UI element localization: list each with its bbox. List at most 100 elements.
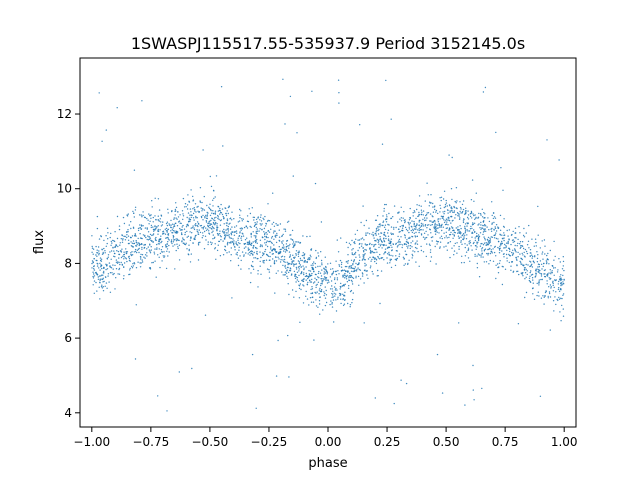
data-point xyxy=(219,230,221,232)
data-point xyxy=(518,226,520,228)
data-point xyxy=(117,250,120,253)
data-point xyxy=(475,235,477,238)
data-point xyxy=(250,272,252,274)
data-point xyxy=(157,395,159,397)
data-point xyxy=(390,258,393,261)
data-point xyxy=(91,251,93,253)
data-point xyxy=(114,288,116,290)
data-point xyxy=(207,226,210,228)
data-point xyxy=(451,247,453,249)
data-point xyxy=(491,252,493,254)
data-point xyxy=(462,234,464,236)
data-point xyxy=(320,290,322,292)
data-point xyxy=(170,224,172,226)
data-point xyxy=(489,259,491,262)
data-point xyxy=(308,269,310,272)
data-point xyxy=(159,229,161,231)
data-point xyxy=(253,245,255,247)
data-point xyxy=(312,268,315,271)
data-point xyxy=(453,211,455,214)
data-point xyxy=(509,250,511,253)
data-point xyxy=(303,272,305,274)
data-point xyxy=(560,284,562,287)
data-point xyxy=(214,247,217,249)
data-point xyxy=(379,253,381,256)
data-point xyxy=(352,254,354,256)
data-point xyxy=(116,250,118,252)
data-point xyxy=(359,278,362,280)
data-point xyxy=(115,259,118,261)
data-point xyxy=(320,251,322,253)
data-point xyxy=(490,228,492,230)
data-point xyxy=(352,277,355,279)
data-point xyxy=(321,264,323,266)
data-point xyxy=(361,237,364,239)
data-point xyxy=(540,263,543,265)
data-point xyxy=(515,251,517,253)
data-point xyxy=(464,243,466,245)
data-point xyxy=(513,240,516,243)
data-point xyxy=(458,215,460,217)
data-point xyxy=(279,250,281,253)
data-point xyxy=(157,215,159,217)
x-axis-label: phase xyxy=(308,456,347,471)
data-point xyxy=(295,253,297,255)
data-point xyxy=(472,223,474,225)
data-point xyxy=(526,273,528,276)
data-point xyxy=(255,230,257,233)
data-point xyxy=(385,79,387,82)
data-point xyxy=(243,247,246,249)
data-point xyxy=(277,256,279,258)
data-point xyxy=(172,245,174,247)
data-point xyxy=(492,260,495,262)
data-point xyxy=(411,257,413,259)
data-point xyxy=(324,292,326,295)
data-point xyxy=(517,251,519,254)
data-point xyxy=(439,204,441,207)
data-point xyxy=(338,102,340,104)
data-point xyxy=(92,253,94,255)
data-points xyxy=(91,78,565,412)
data-point xyxy=(493,228,495,231)
data-point xyxy=(340,263,343,266)
data-point xyxy=(99,298,101,300)
data-point xyxy=(338,265,341,267)
data-point xyxy=(519,232,521,234)
data-point xyxy=(550,273,552,275)
data-point xyxy=(559,311,561,313)
data-point xyxy=(209,224,211,226)
data-point xyxy=(288,271,290,274)
data-point xyxy=(407,237,410,239)
data-point xyxy=(324,276,326,279)
data-point xyxy=(290,268,292,270)
data-point xyxy=(118,273,121,275)
data-point xyxy=(503,232,505,234)
data-point xyxy=(93,268,95,270)
data-point xyxy=(323,278,325,280)
data-point xyxy=(165,222,168,225)
data-point xyxy=(508,247,511,250)
data-point xyxy=(281,241,283,243)
data-point xyxy=(547,295,549,298)
data-point xyxy=(394,258,396,261)
data-point xyxy=(453,229,455,232)
data-point xyxy=(454,242,456,245)
data-point xyxy=(317,276,319,278)
data-point xyxy=(371,243,373,246)
data-point xyxy=(337,251,340,253)
data-point xyxy=(219,210,221,212)
data-point xyxy=(427,212,430,214)
data-point xyxy=(429,249,432,251)
data-point xyxy=(550,277,552,280)
data-point xyxy=(389,260,391,262)
data-point xyxy=(515,256,517,259)
data-point xyxy=(240,235,243,238)
data-point xyxy=(445,231,447,233)
data-point xyxy=(186,224,188,226)
data-point xyxy=(214,212,216,214)
data-point xyxy=(216,226,218,229)
data-point xyxy=(385,214,388,216)
data-point xyxy=(350,275,352,277)
data-point xyxy=(227,225,229,228)
data-point xyxy=(284,248,286,250)
